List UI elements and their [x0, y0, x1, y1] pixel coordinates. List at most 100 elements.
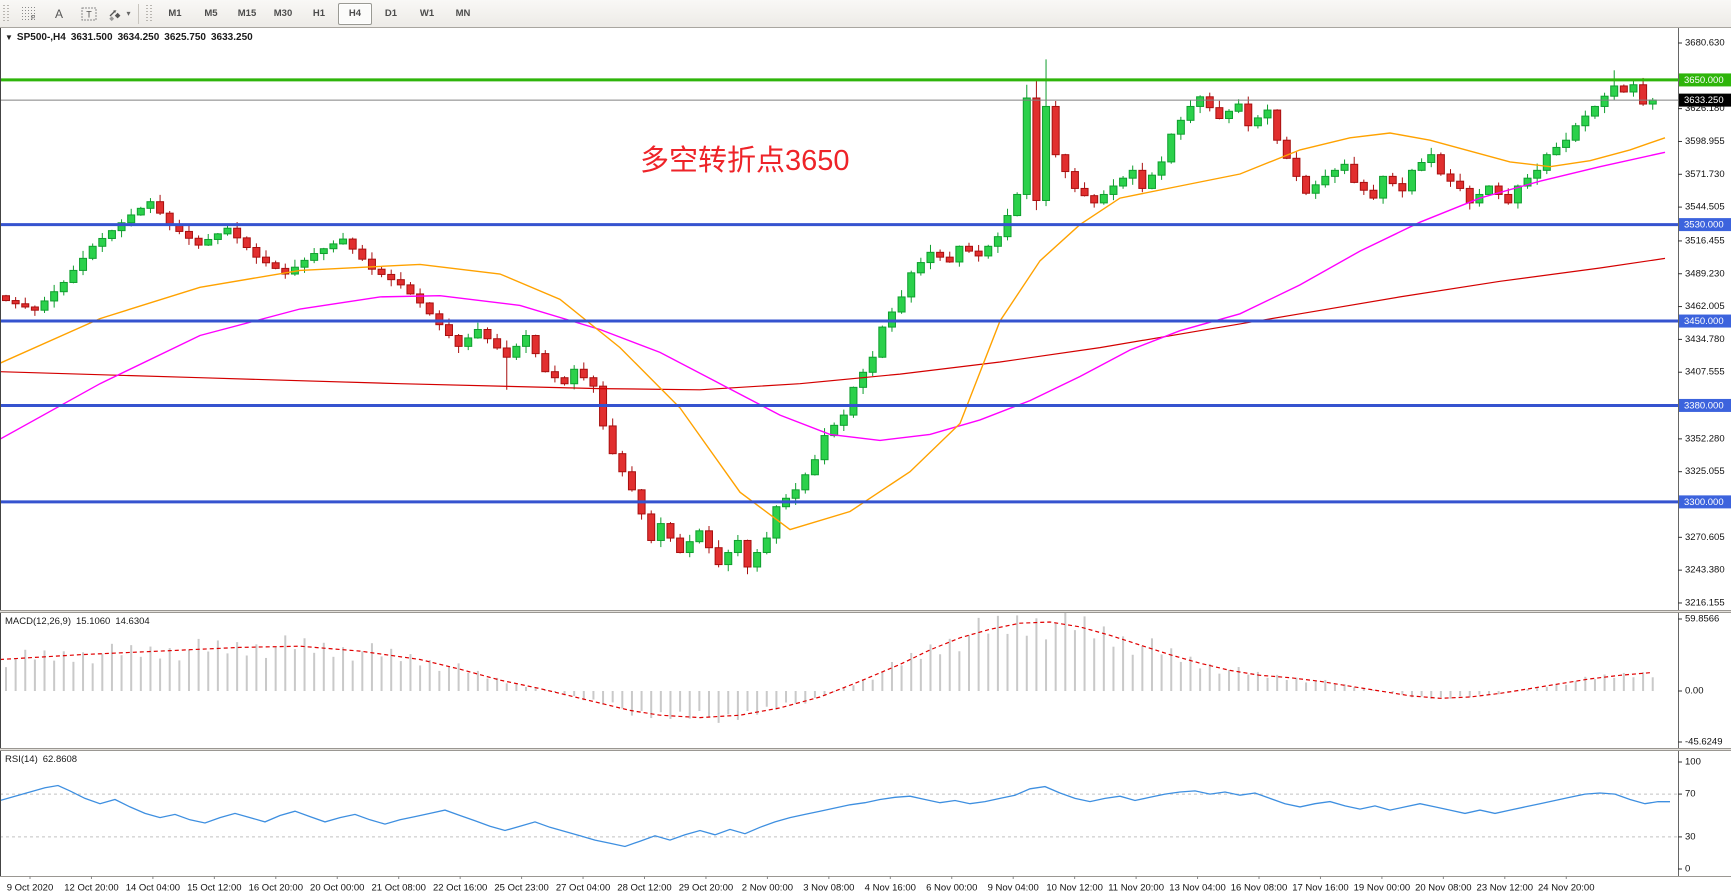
dropdown-caret-icon: ▾	[126, 9, 131, 18]
toolbar-icon-group: F A T ▾	[14, 2, 134, 26]
timeframe-group: M1 M5 M15 M30 H1 H4 D1 W1 MN	[157, 2, 481, 25]
toolbar-drag-handle[interactable]	[3, 4, 10, 23]
collapse-triangle-icon[interactable]: ▼	[5, 33, 13, 42]
price-badge-3530.000: 3530.000	[1679, 218, 1731, 232]
svg-text:3680.630: 3680.630	[1685, 38, 1725, 49]
price-low: 3625.750	[164, 32, 206, 43]
svg-text:3633.250: 3633.250	[1684, 95, 1724, 106]
symbol-ohlc-header: ▼ SP500-,H4 3631.500 3634.250 3625.750 3633.2…	[5, 32, 258, 43]
timeframe-button-MN[interactable]: MN	[455, 8, 471, 19]
date-tick-label: 13 Nov 04:00	[1169, 883, 1226, 894]
price-open: 3631.500	[70, 32, 113, 43]
date-tick-label: 24 Nov 20:00	[1538, 883, 1595, 894]
date-tick-label: 4 Nov 16:00	[865, 883, 916, 894]
svg-text:3544.505: 3544.505	[1685, 202, 1725, 213]
date-tick-label: 19 Nov 00:00	[1354, 883, 1411, 894]
date-tick-label: 6 Nov 00:00	[926, 883, 977, 894]
svg-text:3650.000: 3650.000	[1684, 75, 1724, 86]
main-chart-canvas[interactable]: 3680.630 3626.180 3598.955 3571.730 3544.505…	[0, 28, 1731, 610]
time-axis[interactable]: 9 Oct 2020 12 Oct 20:00 14 Oct 04:00 15 Oct…	[0, 876, 1731, 895]
text-a-icon: A	[55, 7, 63, 21]
date-tick-label: 15 Oct 12:00	[187, 883, 241, 894]
timeframe-drag-handle[interactable]	[146, 4, 153, 23]
price-badge-3380.000: 3380.000	[1679, 398, 1731, 412]
svg-text:3530.000: 3530.000	[1684, 220, 1724, 231]
svg-text:3450.000: 3450.000	[1684, 316, 1724, 327]
macd-label: MACD(12,26,9) 15.1060 14.6304	[5, 616, 150, 627]
date-tick-label: 23 Nov 12:00	[1477, 883, 1534, 894]
svg-text:3325.055: 3325.055	[1685, 466, 1725, 477]
svg-text:3489.230: 3489.230	[1685, 268, 1725, 279]
svg-text:30: 30	[1685, 831, 1696, 842]
price-close: 3633.250	[211, 32, 253, 43]
svg-text:3434.780: 3434.780	[1685, 334, 1725, 345]
date-tick-label: 27 Oct 04:00	[556, 883, 610, 894]
svg-text:3626.180: 3626.180	[1685, 103, 1725, 114]
svg-text:3352.280: 3352.280	[1685, 433, 1725, 444]
svg-text:T: T	[86, 9, 92, 19]
date-tick-label: 28 Oct 12:00	[617, 883, 671, 894]
rsi-axis: 100 70 30 0	[0, 751, 1701, 876]
arrow-tools-button[interactable]: ▾	[105, 2, 133, 26]
toolbar-separator	[138, 3, 139, 24]
svg-text:3380.000: 3380.000	[1684, 400, 1724, 411]
ma-mid-line	[0, 151, 1666, 442]
svg-text:3462.005: 3462.005	[1685, 301, 1725, 312]
svg-text:A: A	[55, 7, 63, 21]
timeframe-button-M15[interactable]: M15	[237, 8, 257, 19]
arrow-tools-icon	[109, 9, 121, 21]
rsi-line	[0, 784, 1671, 848]
date-tick-label: 22 Oct 16:00	[433, 883, 487, 894]
toolbar: F A T ▾ M1 M5 M15 M30 H1 H4 D1 W1 MN	[0, 0, 1731, 28]
date-tick-label: 14 Oct 04:00	[126, 883, 180, 894]
date-tick-label: 12 Oct 20:00	[64, 883, 118, 894]
price-badge-3300.000: 3300.000	[1679, 495, 1731, 509]
svg-text:3270.605: 3270.605	[1685, 532, 1725, 543]
svg-text:-45.6249: -45.6249	[1685, 737, 1723, 748]
timeframe-button-W1[interactable]: W1	[419, 8, 435, 19]
symbol-name: SP500-,H4	[16, 32, 66, 43]
panel-splitter[interactable]	[0, 748, 1731, 751]
macd-signal-line	[0, 621, 1651, 719]
timeframe-button-H4[interactable]: H4	[338, 2, 372, 25]
svg-text:3216.155: 3216.155	[1685, 597, 1725, 608]
f-grid-icon: F	[22, 6, 35, 22]
date-tick-label: 9 Oct 2020	[7, 883, 53, 894]
macd-axis: 59.8566 0.00 -45.6249	[0, 613, 1723, 748]
date-tick-label: 3 Nov 08:00	[803, 883, 854, 894]
rsi-label: RSI(14) 62.8608	[5, 754, 78, 765]
date-tick-label: 11 Nov 20:00	[1108, 883, 1164, 894]
timeframe-button-M30[interactable]: M30	[273, 8, 293, 19]
price-badge-3650.000: 3650.000	[1679, 73, 1731, 87]
date-tick-label: 16 Oct 20:00	[249, 883, 303, 894]
date-tick-label: 20 Nov 08:00	[1415, 883, 1472, 894]
price-badge-3450.000: 3450.000	[1679, 314, 1731, 328]
price-axis: 3680.630 3626.180 3598.955 3571.730 3544.505…	[0, 28, 1731, 610]
date-tick-label: 20 Oct 00:00	[310, 883, 364, 894]
ma-fast-line	[0, 132, 1666, 531]
timeframe-button-D1[interactable]: D1	[384, 8, 398, 19]
svg-text:3300.000: 3300.000	[1684, 497, 1724, 508]
date-tick-label: 10 Nov 12:00	[1046, 883, 1103, 894]
date-tick-label: 16 Nov 08:00	[1231, 883, 1288, 894]
timeframe-button-M5[interactable]: M5	[204, 8, 218, 19]
svg-text:F: F	[31, 15, 35, 22]
date-tick-label: 17 Nov 16:00	[1292, 883, 1349, 894]
text-box-button[interactable]: T	[75, 2, 103, 26]
price-high: 3634.250	[117, 32, 160, 43]
text-a-button[interactable]: A	[45, 2, 73, 26]
macd-indicator-canvas[interactable]: 59.8566 0.00 -45.6249	[0, 613, 1731, 748]
ma-slow-line	[0, 257, 1666, 391]
svg-text:3243.380: 3243.380	[1685, 565, 1725, 576]
timeframe-button-H1[interactable]: H1	[312, 8, 326, 19]
svg-text:3571.730: 3571.730	[1685, 169, 1725, 180]
panel-splitter[interactable]	[0, 610, 1731, 613]
date-tick-label: 29 Oct 20:00	[679, 883, 733, 894]
date-tick-label: 2 Nov 00:00	[742, 883, 793, 894]
rsi-indicator-canvas[interactable]: 100 70 30 0	[0, 751, 1731, 876]
svg-text:70: 70	[1685, 789, 1696, 800]
timeframe-button-M1[interactable]: M1	[168, 8, 182, 19]
f-grid-button[interactable]: F	[15, 2, 43, 26]
svg-text:3407.555: 3407.555	[1685, 367, 1725, 378]
price-badge-3633.250: 3633.250	[1679, 93, 1731, 107]
